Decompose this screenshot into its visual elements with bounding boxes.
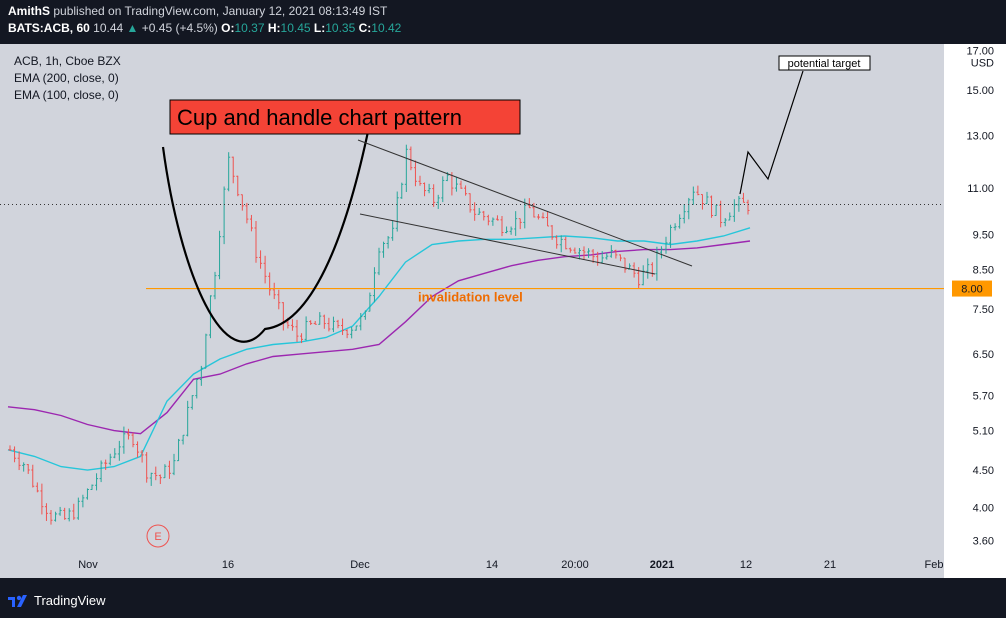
price-chart[interactable]: 17.00 15.00 13.00 11.00 9.50 8.50 7.50 6.50 5.70… xyxy=(0,44,1006,582)
close-value: 10.42 xyxy=(371,21,402,35)
y-tick-label: 5.70 xyxy=(973,391,994,403)
up-arrow-icon: ▲ xyxy=(126,21,139,35)
price-change: +0.45 (+4.5%) xyxy=(141,21,218,35)
earnings-marker-icon xyxy=(146,524,170,548)
x-tick-label: Feb xyxy=(925,559,944,571)
open-value: 10.37 xyxy=(234,21,265,35)
y-tick-label: 11.00 xyxy=(967,183,994,195)
y-tick-label: 5.10 xyxy=(973,426,994,438)
wedge-lower-line xyxy=(359,213,656,275)
invalidation-price-label: 8.00 xyxy=(961,284,982,296)
tradingview-brand[interactable]: TradingView xyxy=(34,593,106,608)
x-tick-label: 14 xyxy=(486,559,498,571)
open-label: O: xyxy=(221,21,235,35)
y-tick-label: 13.00 xyxy=(966,130,994,142)
earnings-marker-label: E xyxy=(154,531,161,543)
cup-curve xyxy=(161,121,372,343)
y-tick-label: 17.00 xyxy=(966,46,994,58)
potential-target-label: potential target xyxy=(788,58,861,70)
ema-200-line xyxy=(7,240,751,435)
publish-info: AmithS published on TradingView.com, Jan… xyxy=(8,4,387,18)
x-tick-label: 2021 xyxy=(650,559,674,571)
low-label: L: xyxy=(313,21,326,35)
symbol-bar: BATS:ACB, 60 10.44 ▲ +0.45 (+4.5%) O:10.… xyxy=(8,21,401,35)
y-tick-label: 6.50 xyxy=(973,349,994,361)
legend-ema100: EMA (100, close, 0) xyxy=(14,88,119,102)
invalidation-label: invalidation level xyxy=(418,290,523,305)
price-axis xyxy=(944,44,1006,578)
y-tick-label: 15.00 xyxy=(966,85,994,97)
symbol-label: BATS:ACB, 60 xyxy=(8,21,90,35)
x-tick-label: 12 xyxy=(740,559,752,571)
wedge-upper-line xyxy=(357,139,693,267)
high-label: H: xyxy=(267,21,281,35)
y-tick-label: 8.50 xyxy=(973,264,994,276)
publisher-name: AmithS xyxy=(8,4,50,18)
y-tick-label: 7.50 xyxy=(973,304,994,316)
y-tick-label: 4.00 xyxy=(973,502,994,514)
x-tick-label: Dec xyxy=(350,559,370,571)
projection-path xyxy=(739,70,804,195)
candles-group xyxy=(8,144,750,525)
legend-ema200: EMA (200, close, 0) xyxy=(14,71,119,85)
invalidation-price-tag xyxy=(952,280,992,297)
x-tick-label: 16 xyxy=(222,559,234,571)
legend-symbol: ACB, 1h, Cboe BZX xyxy=(14,54,121,68)
footer: TradingView xyxy=(0,582,1006,618)
y-unit-label: USD xyxy=(971,58,994,70)
x-tick-label: 20:00 xyxy=(561,559,589,571)
tradingview-logo-icon[interactable] xyxy=(8,593,30,607)
high-value: 10.45 xyxy=(280,21,311,35)
y-tick-label: 4.50 xyxy=(973,465,994,477)
y-tick-label: 9.50 xyxy=(973,229,994,241)
x-tick-label: 21 xyxy=(824,559,836,571)
y-tick-label: 3.60 xyxy=(973,536,994,548)
potential-target-box xyxy=(778,55,871,71)
x-tick-label: Nov xyxy=(78,559,98,571)
publish-text: published on TradingView.com, January 12… xyxy=(53,4,388,18)
low-value: 10.35 xyxy=(325,21,356,35)
close-label: C: xyxy=(358,21,372,35)
last-price: 10.44 xyxy=(93,21,124,35)
pattern-title-box xyxy=(169,99,521,135)
pattern-title: Cup and handle chart pattern xyxy=(177,105,462,130)
